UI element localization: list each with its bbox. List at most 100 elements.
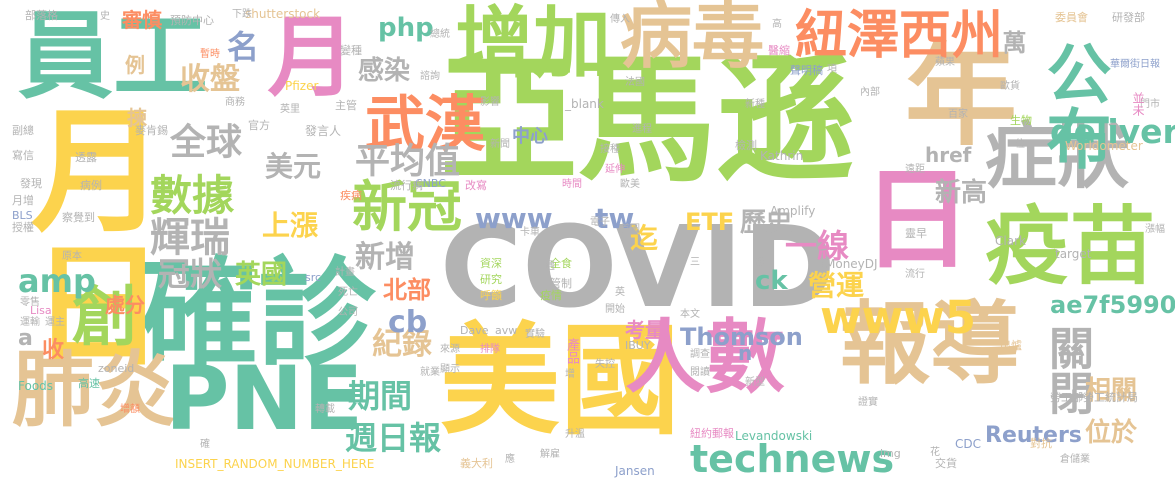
cloud-word: 主管 [335,99,357,112]
cloud-word: 調查 [690,349,710,360]
cloud-word: INSERT_RANDOM_NUMBER_HERE [175,457,375,471]
cloud-word: 研究 [480,273,502,286]
cloud-word: 計畫 [335,267,355,278]
cloud-word: 症狀 [985,114,1130,198]
cloud-word: 商務 [225,97,245,108]
cloud-word: 影響 [480,97,500,108]
cloud-word: 審慎 [122,8,162,32]
cloud-word: 流行 [905,269,925,280]
cloud-word: 關閉 [1041,325,1094,415]
cloud-word: CNBC [415,177,446,190]
cloud-word: 勞工部勞工統計局 [1050,391,1138,404]
cloud-word: 疫苗 [985,198,1156,297]
cloud-word: 接種 [600,144,620,155]
cloud-word: 發言人 [305,124,342,138]
cloud-word: 漲幅 [1145,224,1165,235]
cloud-word: 員工 [18,2,209,112]
cloud-word: 官方 [248,119,270,132]
cloud-word: 名 [222,30,260,62]
cloud-word: zoneid [98,362,135,375]
cloud-word: 病例 [80,179,102,192]
cloud-word: 遇 [545,261,555,272]
cloud-word: 下跌 [232,9,252,20]
cloud-word: 位於 [1085,418,1138,448]
cloud-word: 暫時 [200,49,220,60]
cloud-word: CDC [955,437,981,451]
cloud-word: 月日 [7,100,164,370]
cloud-word: 北部 [383,276,431,304]
cloud-word: 紐約郵報 [690,427,734,440]
cloud-word: 呼籲 [480,289,502,302]
cloud-word: Reuters [985,423,1082,448]
cloud-word: 亞馬遜 [440,40,855,201]
cloud-word: 花 [930,447,940,458]
cloud-word: 前 [818,259,828,270]
cloud-word: 三 [690,257,700,268]
cloud-word: 感染 [358,56,411,86]
cloud-word: 歐美 [620,179,640,190]
cloud-word: 諮詢 [420,71,440,82]
cloud-word: Lisa [30,304,52,317]
cloud-word: 本文 [680,309,700,320]
cloud-word: 美元 [265,150,322,183]
cloud-word: 蘋果 [935,57,955,68]
cloud-word: Foods [18,379,54,393]
cloud-word: 日 [862,156,972,284]
cloud-word: 美國 [440,312,680,451]
cloud-word: ck [755,266,788,296]
cloud-word: 上漲 [262,209,319,242]
cloud-word: 英里 [280,104,300,115]
cloud-word: 期間 [348,377,413,415]
cloud-word: 收盤 [180,62,240,97]
cloud-word: 紀錄 [372,327,432,362]
cloud-word: 門市 [1140,99,1160,110]
cloud-word: 生物 [1010,114,1032,127]
cloud-word: delivery [1050,112,1175,151]
cloud-word: 應 [505,454,515,465]
cloud-word: 一線 [785,227,850,265]
cloud-word: 運主 [45,317,65,328]
cloud-word: 公布 [1035,40,1110,170]
cloud-word: 處分 [105,293,145,317]
cloud-word: BLS [12,209,33,222]
cloud-word: 數據 [150,171,235,220]
cloud-word: 創 [72,280,138,355]
cloud-word: 新聞 [490,139,510,150]
cloud-word: www5 [820,291,977,344]
cloud-word: avw [495,324,518,337]
cloud-word: 相關 [1085,376,1138,406]
cloud-word: shutterstock [245,7,321,21]
cloud-word: 並未 [1131,92,1145,116]
cloud-word: amp [18,262,96,300]
cloud-word: href [925,143,972,167]
cloud-word: 資深 [480,257,502,270]
cloud-word: 倉儲業 [1060,454,1090,465]
cloud-word: tw [595,202,635,235]
cloud-word: 寫信 [12,149,34,162]
cloud-word: 失控 [595,359,615,370]
cloud-word: 歐貨 [1000,81,1020,92]
cloud-word: 部落格 [25,9,58,22]
cloud-word: 增 [565,369,575,380]
cloud-word: 全球 [170,122,243,163]
cloud-word: 開始 [605,304,625,315]
cloud-word: 轉載 [315,404,335,415]
cloud-word: 武漢 [365,90,485,160]
cloud-word: 來源 [440,344,460,355]
cloud-word: 對抗 [1030,437,1052,450]
cloud-word: Levandowski [735,429,813,443]
cloud-word: 管制 [550,277,572,290]
cloud-word: MoneyDJ [825,257,878,271]
cloud-word: 初 [755,257,765,268]
cloud-word: 顯示 [440,364,460,375]
cloud-word: 進程 [632,124,652,135]
cloud-word: 新冠 [352,175,463,239]
cloud-word: Pfizer [285,79,319,93]
cloud-word: 法國 [625,77,645,88]
cloud-word: Clark [995,234,1026,248]
cloud-word: 肺炎 [12,343,177,438]
cloud-word: Amplify [770,204,816,218]
cloud-word: 原本 [62,251,82,262]
cloud-word: COVID [440,203,836,333]
